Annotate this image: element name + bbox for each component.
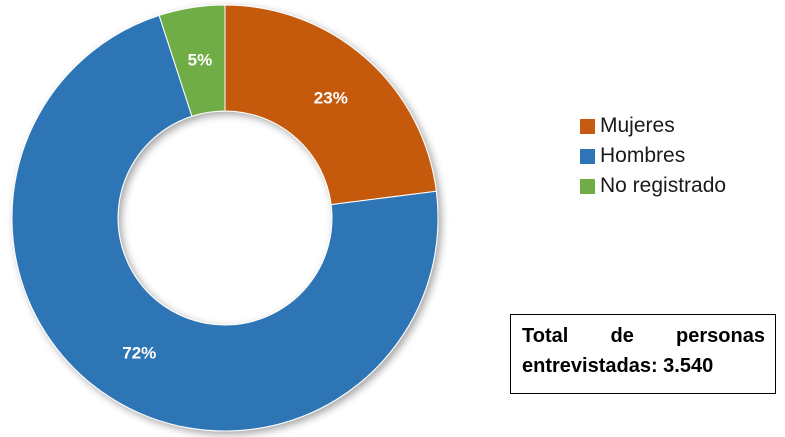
slice-mujeres (224, 4, 437, 206)
total-box-word-personas: personas (676, 325, 765, 347)
legend-label-no-registrado: No registrado (600, 174, 727, 197)
total-interviewed-box: Total de personas entrevistadas: 3.540 (510, 314, 776, 394)
legend-swatch-hombres (580, 148, 595, 164)
legend-swatch-no-registrado (580, 178, 595, 194)
legend-item-no-registrado: No registrado (580, 171, 726, 201)
legend-swatch-mujeres (580, 118, 595, 134)
legend-label-hombres: Hombres (600, 144, 686, 167)
legend-item-mujeres: Mujeres (580, 111, 726, 141)
legend: Mujeres Hombres No registrado (580, 111, 726, 201)
slice-label-mujeres: 23% (314, 88, 348, 107)
total-box-line1: Total de personas (522, 321, 765, 351)
legend-label-mujeres: Mujeres (600, 114, 675, 137)
total-box-line2: entrevistadas: 3.540 (522, 355, 714, 377)
legend-item-hombres: Hombres (580, 141, 726, 171)
slice-hombres (11, 14, 439, 432)
slice-label-hombres: 72% (122, 344, 156, 363)
slice-label-no-registrado: 5% (188, 50, 213, 69)
total-box-word-total: Total (522, 325, 569, 347)
slice-no-registrado (158, 4, 226, 117)
total-box-word-de: de (610, 325, 634, 347)
